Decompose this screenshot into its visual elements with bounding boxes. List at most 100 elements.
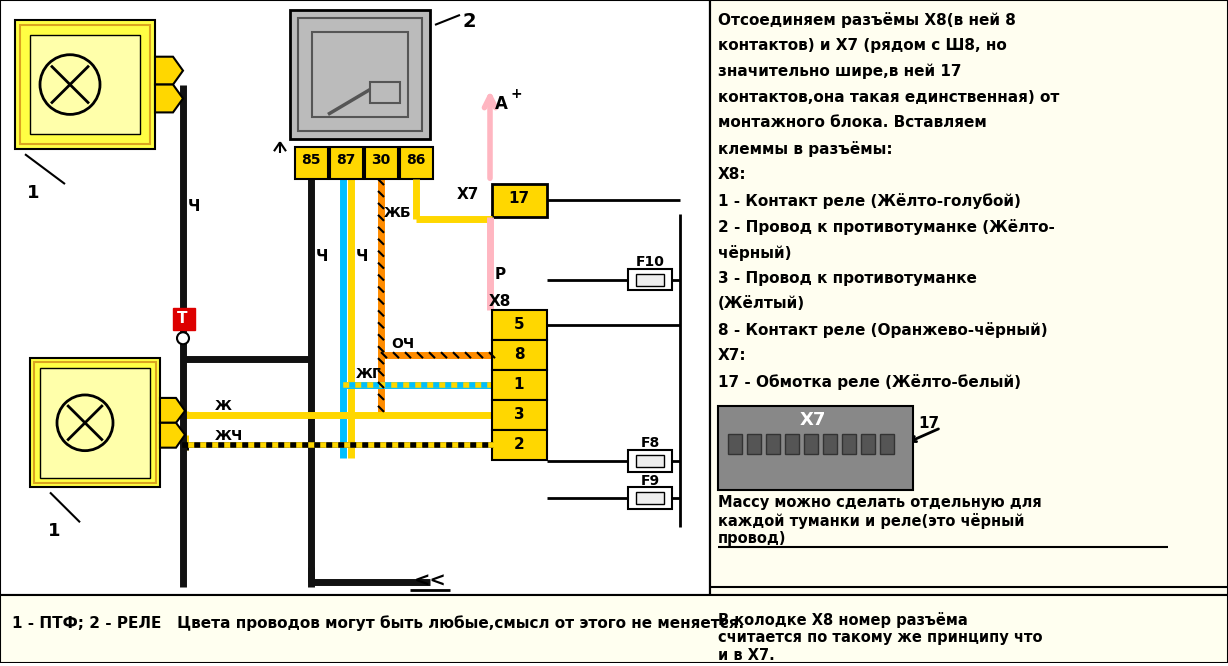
Circle shape	[177, 332, 189, 344]
Text: A: A	[495, 95, 508, 113]
Text: считается по такому же принципу что: считается по такому же принципу что	[718, 630, 1043, 645]
Text: 1: 1	[513, 377, 524, 392]
Polygon shape	[155, 57, 183, 85]
Text: провод): провод)	[718, 531, 786, 546]
Bar	[785, 434, 799, 454]
Bar	[330, 147, 363, 179]
Bar	[492, 340, 546, 370]
Text: X7: X7	[799, 411, 826, 429]
Text: Т: Т	[177, 312, 188, 326]
Text: 17: 17	[919, 416, 939, 431]
Text: 1 - ПТФ; 2 - РЕЛЕ   Цвета проводов могут быть любые,смысл от этого не меняется.: 1 - ПТФ; 2 - РЕЛЕ Цвета проводов могут б…	[12, 615, 744, 631]
Bar	[747, 434, 761, 454]
Bar	[628, 450, 672, 472]
Bar	[41, 368, 150, 478]
Bar	[173, 308, 195, 330]
Bar	[29, 35, 140, 135]
Bar	[636, 492, 664, 504]
Bar	[370, 81, 400, 103]
Text: 17 - Обмотка реле (Жёлто-белый): 17 - Обмотка реле (Жёлто-белый)	[718, 374, 1020, 390]
Text: Х7:: Х7:	[718, 348, 747, 363]
Bar	[636, 455, 664, 467]
Bar	[312, 32, 408, 117]
Text: ЖГ: ЖГ	[356, 367, 382, 381]
Text: Ч: Ч	[356, 248, 368, 264]
Bar	[636, 274, 664, 286]
Text: 87: 87	[336, 153, 356, 167]
Bar	[710, 0, 1228, 595]
Text: 30: 30	[371, 153, 391, 167]
Bar	[290, 10, 430, 139]
Text: <<: <<	[414, 572, 446, 591]
Text: контактов) и Х7 (рядом с Ш8, но: контактов) и Х7 (рядом с Ш8, но	[718, 38, 1007, 53]
Polygon shape	[160, 398, 185, 423]
Text: чёрный): чёрный)	[718, 244, 792, 260]
Bar	[728, 434, 742, 454]
Text: ОЧ: ОЧ	[391, 337, 414, 351]
Text: X7: X7	[457, 187, 479, 202]
Text: Х8:: Х8:	[718, 167, 747, 182]
Text: монтажного блока. Вставляем: монтажного блока. Вставляем	[718, 115, 987, 131]
Text: 5: 5	[513, 317, 524, 332]
Text: F8: F8	[640, 436, 659, 450]
Text: 86: 86	[406, 153, 426, 167]
Text: X8: X8	[489, 294, 511, 310]
Bar	[295, 147, 328, 179]
Bar	[400, 147, 433, 179]
Bar	[298, 18, 422, 131]
Text: 8 - Контакт реле (Оранжево-чёрный): 8 - Контакт реле (Оранжево-чёрный)	[718, 322, 1047, 338]
Bar	[628, 268, 672, 290]
Bar	[718, 406, 912, 490]
Bar	[492, 310, 546, 340]
Text: 1: 1	[48, 522, 60, 540]
Text: 1: 1	[27, 184, 39, 202]
Text: каждой туманки и реле(это чёрный: каждой туманки и реле(это чёрный	[718, 513, 1024, 529]
Bar	[628, 488, 672, 509]
Bar	[0, 595, 1228, 663]
Text: значительно шире,в ней 17: значительно шире,в ней 17	[718, 64, 962, 79]
Bar	[492, 184, 546, 217]
Bar	[492, 370, 546, 400]
Text: 17: 17	[508, 191, 529, 206]
Text: В колодке Х8 номер разъёма: В колодке Х8 номер разъёма	[718, 612, 968, 628]
Bar	[766, 434, 780, 454]
Text: +: +	[510, 87, 522, 101]
Text: Отсоединяем разъёмы Х8(в ней 8: Отсоединяем разъёмы Х8(в ней 8	[718, 12, 1016, 28]
Bar	[29, 358, 160, 488]
Bar	[0, 0, 710, 595]
Text: ЖЧ: ЖЧ	[215, 429, 243, 443]
Text: 8: 8	[513, 347, 524, 362]
Bar	[34, 362, 156, 484]
Bar	[861, 434, 876, 454]
Bar	[823, 434, 837, 454]
Bar	[804, 434, 818, 454]
Text: Р: Р	[495, 266, 506, 282]
Bar	[880, 434, 894, 454]
Polygon shape	[155, 85, 183, 113]
Polygon shape	[160, 423, 185, 448]
Text: ЖБ: ЖБ	[383, 206, 411, 220]
Text: 2: 2	[462, 12, 475, 31]
Text: 1 - Контакт реле (Жёлто-голубой): 1 - Контакт реле (Жёлто-голубой)	[718, 193, 1020, 209]
Text: 2 - Провод к противотуманке (Жёлто-: 2 - Провод к противотуманке (Жёлто-	[718, 219, 1055, 235]
Bar	[842, 434, 856, 454]
Bar	[492, 400, 546, 430]
Text: 3 - Провод к противотуманке: 3 - Провод к противотуманке	[718, 270, 977, 286]
Text: 85: 85	[301, 153, 321, 167]
Text: Массу можно сделать отдельную для: Массу можно сделать отдельную для	[718, 496, 1041, 510]
Text: контактов,она такая единственная) от: контактов,она такая единственная) от	[718, 89, 1060, 105]
Text: Ч: Ч	[188, 199, 200, 214]
Bar	[365, 147, 398, 179]
Text: 3: 3	[513, 407, 524, 422]
Text: клеммы в разъёмы:: клеммы в разъёмы:	[718, 141, 893, 157]
Bar	[15, 20, 155, 149]
Text: F10: F10	[636, 254, 664, 268]
Text: Ж: Ж	[215, 399, 232, 413]
Text: 2: 2	[513, 437, 524, 452]
Text: Ч: Ч	[316, 248, 328, 264]
Bar	[492, 430, 546, 460]
Text: (Жёлтый): (Жёлтый)	[718, 296, 806, 312]
Text: F9: F9	[641, 474, 659, 488]
Text: и в Х7.: и в Х7.	[718, 647, 775, 663]
Bar	[20, 25, 150, 145]
